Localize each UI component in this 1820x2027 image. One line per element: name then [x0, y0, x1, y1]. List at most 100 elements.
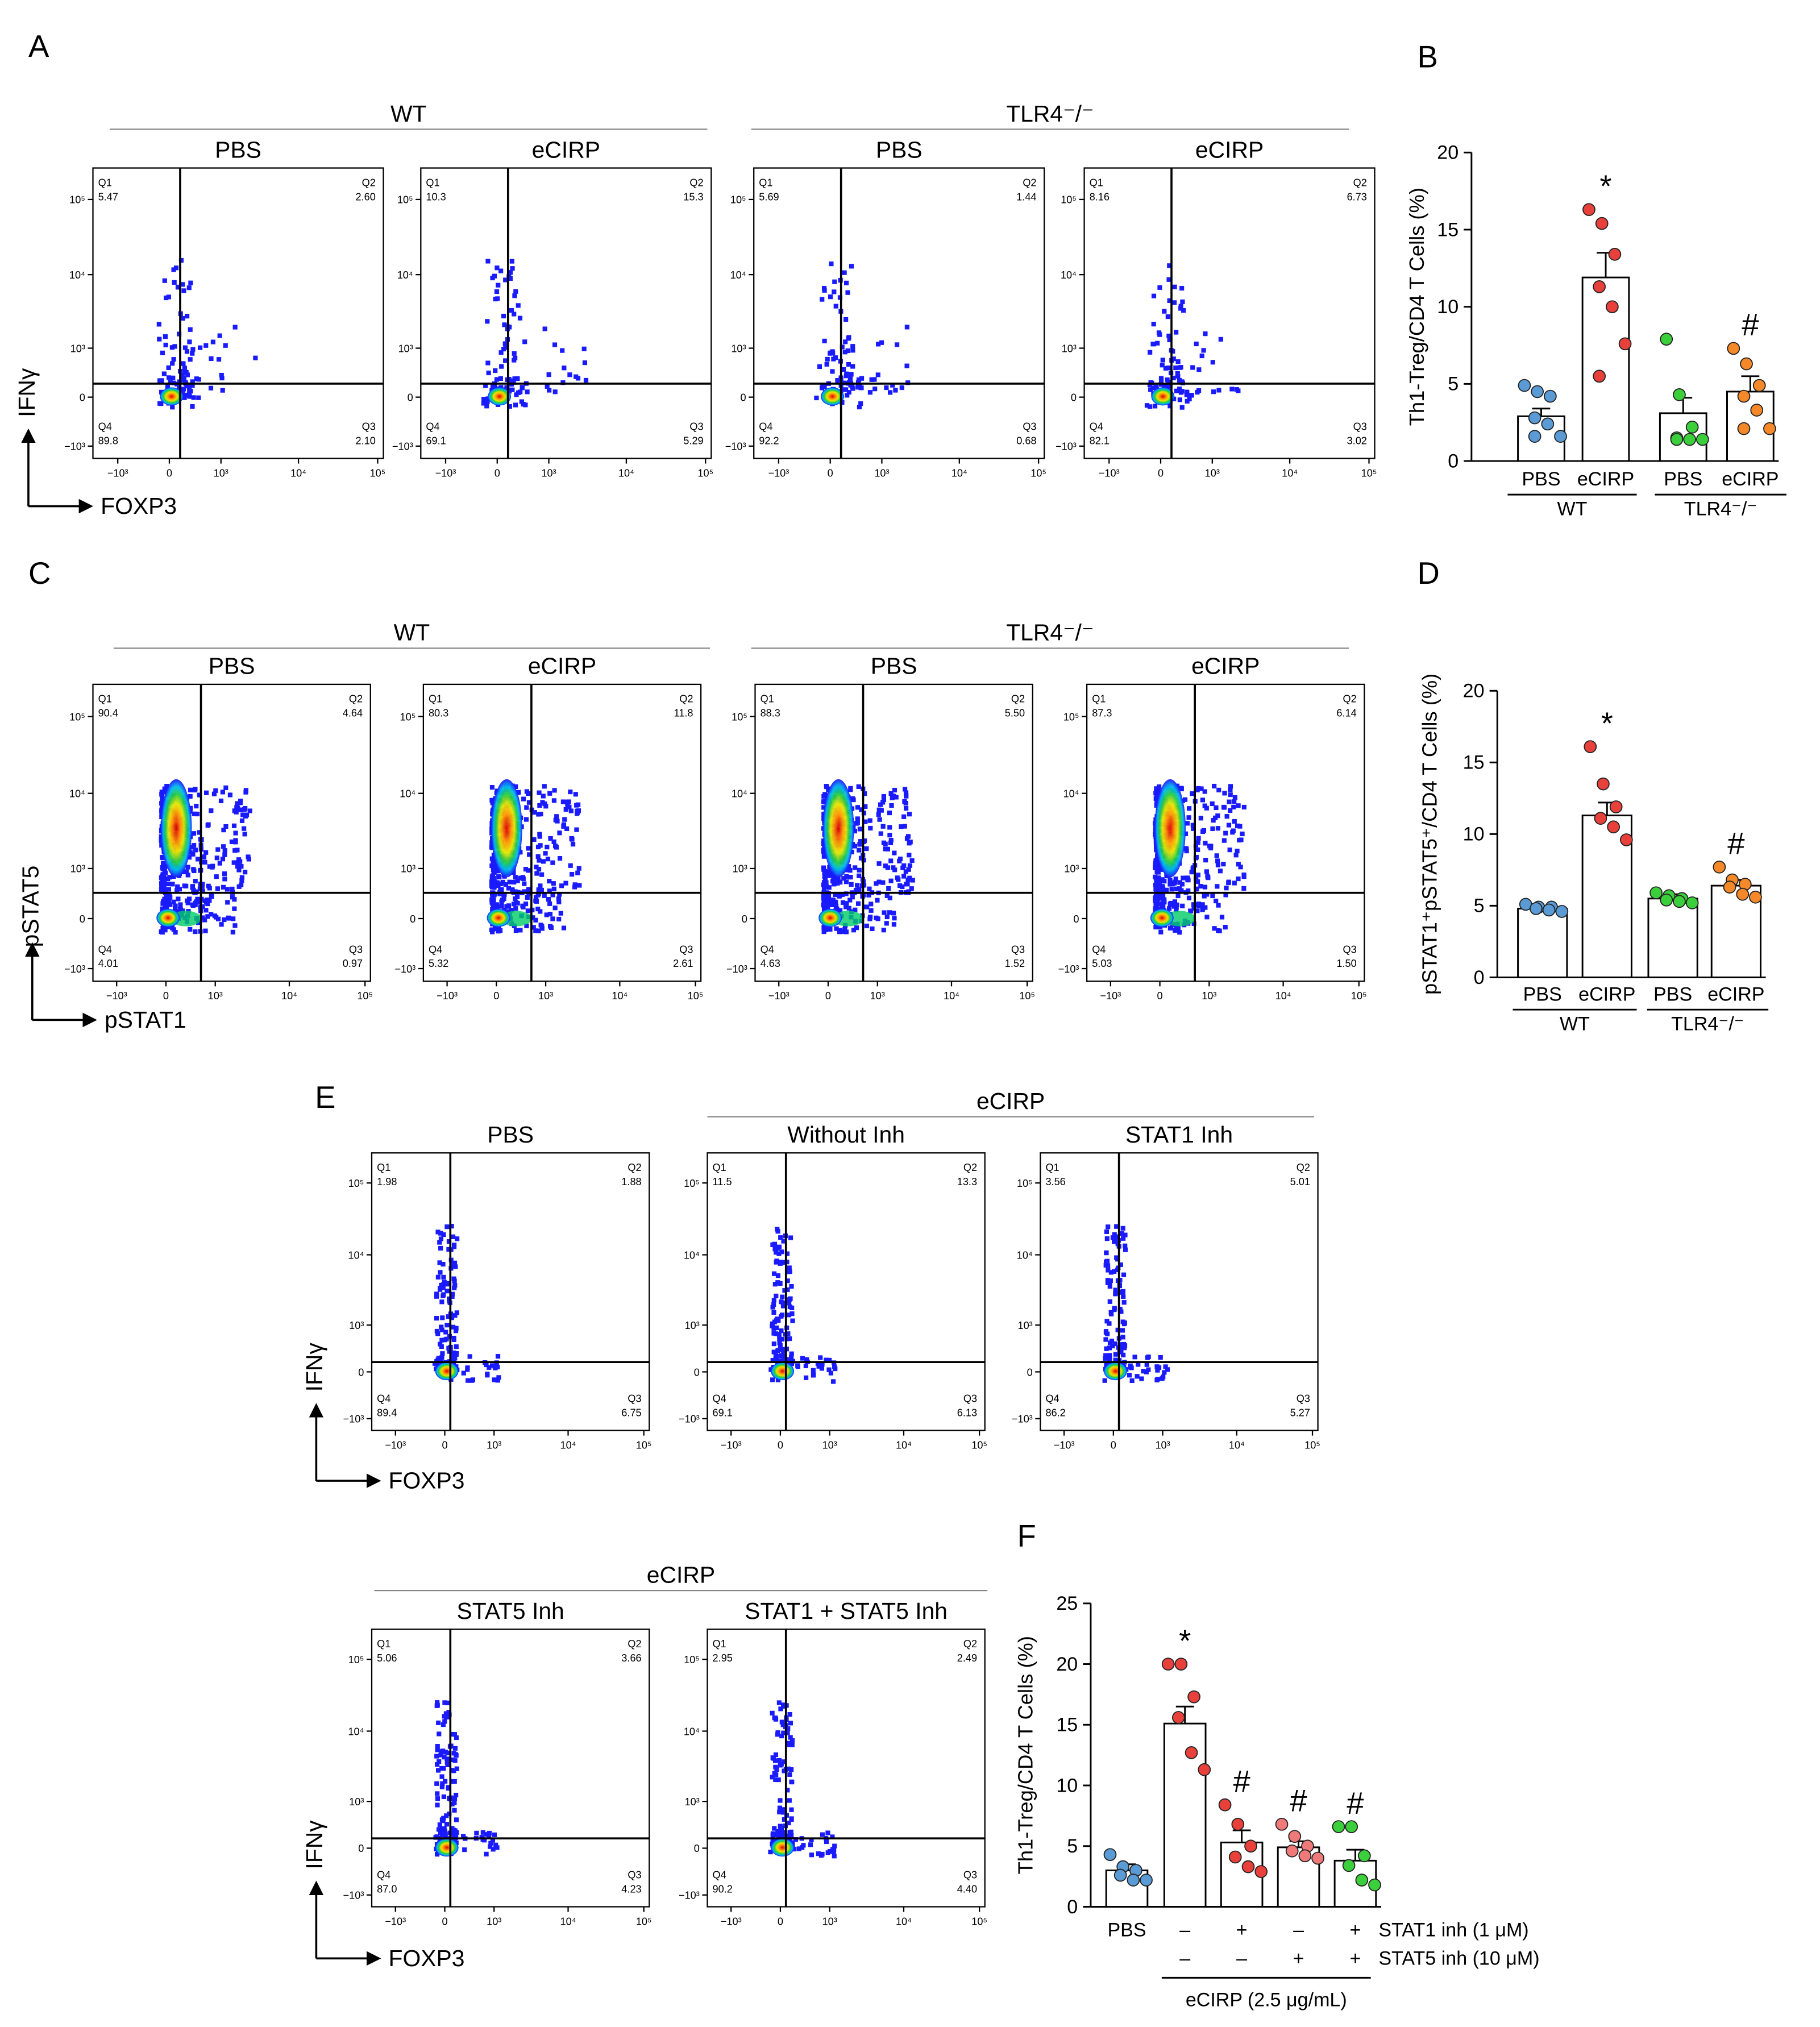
event: [789, 1779, 794, 1784]
event: [504, 385, 509, 390]
event: [772, 1282, 778, 1287]
data-point: [1594, 812, 1607, 825]
event: [845, 393, 850, 398]
event: [1232, 819, 1237, 824]
event: [904, 325, 909, 330]
event: [217, 333, 222, 338]
event: [1228, 808, 1233, 813]
quadrant-name: Q4: [377, 1393, 390, 1405]
event: [203, 928, 208, 933]
event: [168, 902, 173, 907]
event: [837, 929, 842, 934]
y-tick-label: 5: [1067, 1835, 1078, 1857]
event: [439, 1282, 444, 1287]
event: [1158, 929, 1164, 934]
quadrant-name: Q2: [963, 1638, 977, 1650]
event: [562, 799, 567, 804]
x-tick-label: eCIRP: [1707, 983, 1764, 1005]
event: [890, 794, 895, 799]
event: [821, 898, 826, 903]
event: [855, 385, 861, 390]
event: [499, 887, 504, 892]
data-point: [1660, 333, 1673, 346]
event: [824, 884, 829, 890]
event: [166, 375, 172, 380]
event: [857, 887, 862, 892]
event: [1232, 795, 1237, 800]
event: [238, 800, 243, 805]
event: [850, 895, 855, 900]
y-tick-label: 10⁵: [684, 1178, 700, 1189]
event: [442, 1779, 448, 1784]
event: [1218, 337, 1223, 342]
event: [441, 1261, 446, 1267]
event: [1144, 403, 1150, 408]
event: [904, 794, 909, 799]
event: [1216, 903, 1221, 908]
event: [485, 259, 491, 264]
event: [785, 1788, 790, 1793]
event: [828, 927, 833, 932]
event: [828, 1370, 833, 1376]
event: [836, 879, 841, 884]
event: [1212, 783, 1217, 789]
event: [822, 870, 827, 875]
data-point: [1355, 1874, 1369, 1887]
event: [832, 1854, 837, 1859]
event: [489, 884, 495, 890]
event: [451, 1243, 457, 1248]
event: [235, 805, 240, 811]
event: [498, 385, 504, 390]
event: [820, 1362, 825, 1367]
event: [195, 857, 201, 862]
quadrant-value: 15.3: [683, 191, 703, 202]
event: [825, 899, 830, 904]
event: [487, 1365, 492, 1370]
event: [1211, 389, 1216, 394]
event: [811, 1373, 816, 1378]
event: [441, 1293, 446, 1298]
event: [572, 882, 577, 887]
event: [1156, 875, 1161, 880]
quadrant-name: Q3: [1343, 944, 1357, 955]
x-tick-label: eCIRP: [1722, 468, 1779, 490]
plot-title: eCIRP: [1195, 136, 1264, 163]
event: [439, 1355, 444, 1360]
event: [454, 1326, 459, 1331]
event: [185, 900, 190, 905]
event: [884, 921, 889, 926]
event: [1121, 1272, 1127, 1277]
event: [186, 285, 192, 290]
event: [439, 1338, 444, 1343]
quadrant-name: Q4: [426, 421, 439, 433]
event: [1160, 358, 1165, 363]
event: [502, 322, 507, 327]
event: [519, 399, 524, 404]
event: [774, 1772, 779, 1777]
event: [213, 788, 218, 793]
plot-area: [814, 261, 911, 410]
event: [222, 877, 227, 882]
event: [1204, 915, 1210, 920]
event: [441, 1232, 446, 1237]
data-point: [1174, 1658, 1188, 1671]
event: [859, 376, 865, 381]
event: [159, 401, 164, 406]
event: [781, 1239, 786, 1244]
event: [1165, 382, 1171, 388]
y-tick-label: 0: [1071, 392, 1077, 403]
x-tick-label: 0: [1157, 990, 1163, 1002]
event: [843, 387, 849, 392]
event: [779, 1336, 784, 1342]
panel-letter: C: [28, 556, 51, 591]
event: [496, 1375, 501, 1380]
event: [1166, 365, 1171, 371]
quadrant-name: Q4: [1045, 1393, 1059, 1405]
event: [1180, 299, 1185, 305]
event: [161, 371, 167, 376]
y-tick-label: 10⁵: [732, 711, 747, 722]
event: [841, 876, 846, 881]
event: [446, 1314, 451, 1319]
event: [779, 1826, 784, 1831]
event: [775, 1229, 780, 1234]
